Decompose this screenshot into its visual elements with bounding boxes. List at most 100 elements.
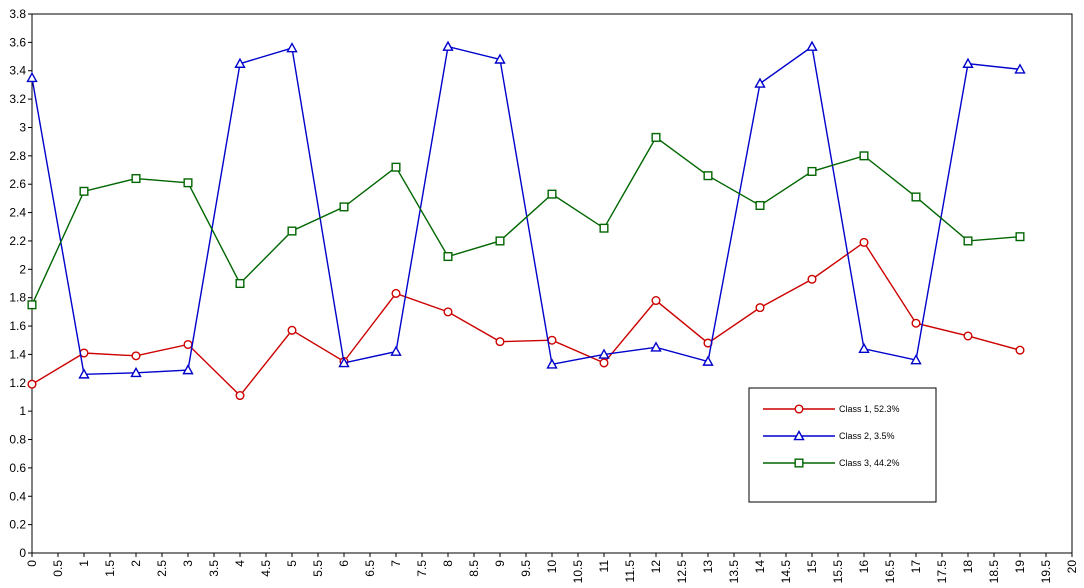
series-3 [27,132,1025,310]
x-axis: 0 0.5 1 1.5 2 2.5 3 3.5 4 4.5 5 5.5 6 6.5 7 7.5 8 8.5 9 9.5… [25,553,1079,583]
data-point [391,288,401,298]
x-tick-label: 0.5 [51,560,65,577]
data-point [910,354,922,365]
x-tick-label: 4 [233,560,247,567]
y-tick-label: 0.4 [9,489,26,503]
x-tick-label: 8 [441,560,455,567]
data-point [650,341,662,352]
data-point [703,171,713,181]
data-point [443,252,453,262]
x-tick-label: 19.5 [1039,560,1053,584]
data-point [131,174,141,184]
x-tick-label: 3.5 [207,560,221,577]
x-tick-label: 9 [493,560,507,567]
x-tick-label: 11 [597,560,611,573]
legend: Class 1, 52.3% Class 2, 3.5% Class 3, 44.2… [748,387,937,503]
x-tick-label: 16 [857,560,871,574]
data-point [651,295,661,306]
data-point [859,151,869,161]
y-tick-label: 2 [19,262,26,276]
data-point [391,162,401,172]
x-tick-label: 7 [389,560,403,567]
series-2 [26,40,1026,379]
y-tick-label: 2.4 [9,206,26,220]
y-tick-label: 3.8 [9,7,26,21]
x-tick-label: 20 [1065,560,1079,574]
y-tick-label: 0 [19,546,26,560]
data-point [183,339,193,350]
x-tick-label: 15 [805,560,819,574]
y-tick-label: 3.4 [9,64,26,78]
data-point [859,237,869,247]
data-point [183,178,193,188]
data-point [702,355,714,366]
series-1 [27,237,1025,401]
x-tick-label: 5 [285,560,299,567]
x-tick-label: 7.5 [415,560,429,577]
x-tick-label: 1.5 [103,560,117,577]
data-point [494,53,506,64]
data-point [755,303,765,313]
data-point [27,379,37,389]
data-point [546,358,558,369]
data-point [651,132,661,142]
data-point [234,57,246,68]
data-point [599,358,609,368]
x-tick-label: 2.5 [155,560,169,577]
data-point [390,345,402,356]
x-tick-label: 18 [961,560,975,574]
data-point [755,200,765,211]
y-tick-label: 2.8 [9,149,26,163]
data-point [911,192,921,202]
data-point [495,236,505,246]
data-point [130,366,142,378]
data-point [962,57,974,68]
x-tick-label: 15.5 [831,560,845,584]
data-point [131,351,141,361]
y-tick-label: 1.6 [9,319,26,333]
data-point [287,226,297,236]
data-point [27,300,37,310]
data-point [495,337,505,347]
series-layer [26,40,1026,401]
data-point [547,335,557,345]
data-point [1015,232,1025,242]
series-line [31,136,1021,306]
series-line [31,45,1021,375]
data-point [806,40,818,51]
x-tick-label: 2 [129,560,143,567]
data-point [235,278,245,289]
legend-marker [793,430,805,441]
legend-item: Class 2, 3.5% [763,430,895,441]
x-tick-label: 13 [701,560,715,574]
x-tick-label: 8.5 [467,560,481,577]
data-point [754,77,766,88]
x-tick-label: 9.5 [519,560,533,577]
x-tick-label: 14 [753,560,767,574]
y-tick-label: 3.6 [9,35,26,49]
y-tick-label: 1 [19,404,26,418]
data-point [287,325,297,335]
legend-label: Class 1, 52.3% [839,404,900,414]
data-point [338,356,350,368]
data-point [79,186,89,196]
data-point [1015,345,1025,355]
x-tick-label: 10.5 [571,560,585,584]
x-tick-label: 6 [337,560,351,567]
x-tick-label: 11.5 [623,560,637,583]
data-point [807,274,817,284]
x-tick-label: 14.5 [779,560,793,584]
data-point [78,368,90,379]
data-point [598,348,610,359]
legend-item: Class 3, 44.2% [763,458,900,468]
x-tick-label: 3 [181,560,195,567]
legend-marker [794,458,804,468]
y-tick-label: 0.6 [9,461,26,475]
data-point [963,331,973,341]
data-point [1014,63,1026,74]
x-tick-label: 6.5 [363,560,377,577]
y-axis: 0 0.2 0.4 0.6 0.8 1 1.2 1.4 1.6 1.8 2 2.2 2.4 2.6 2.8 3… [9,7,32,560]
x-tick-label: 0 [25,560,39,567]
data-point [807,166,817,176]
